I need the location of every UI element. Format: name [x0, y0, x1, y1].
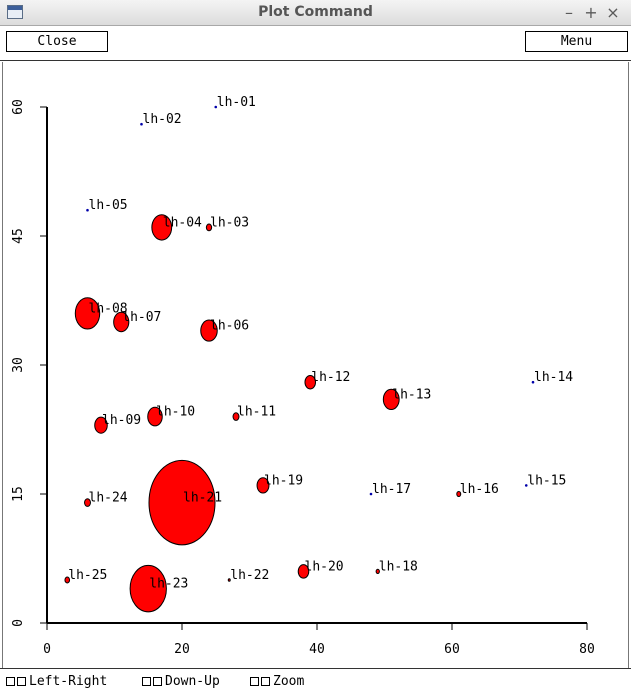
- data-point: [297, 564, 310, 579]
- scatter-plot[interactable]: 0 20 40 60 80 0 15 30 45 60 lh-01 lh-02 lh-03 lh-04 lh…: [3, 62, 628, 668]
- close-window-icon[interactable]: ×: [606, 3, 620, 22]
- option-zoom[interactable]: Zoom: [250, 674, 304, 689]
- y-tick-label: 45: [11, 228, 26, 244]
- data-point: [147, 406, 163, 427]
- down-up-checkbox-2[interactable]: [153, 677, 162, 686]
- data-point: [456, 490, 462, 498]
- point-label: lh-11: [237, 405, 276, 420]
- data-point: [64, 576, 71, 584]
- point-label: lh-08: [89, 301, 128, 316]
- close-button[interactable]: Close: [6, 31, 108, 52]
- data-point: [148, 459, 216, 546]
- point-label: lh-19: [264, 473, 303, 488]
- data-point: [86, 208, 89, 212]
- point-label: lh-24: [89, 491, 128, 506]
- point-label: lh-25: [68, 568, 107, 583]
- toolbar: Close Menu: [0, 26, 631, 61]
- data-point: [214, 105, 218, 109]
- point-label: lh-13: [392, 387, 431, 402]
- data-point: [140, 122, 143, 126]
- left-right-checkbox-2[interactable]: [17, 677, 26, 686]
- point-label: lh-16: [460, 482, 499, 497]
- window-controls: – + ×: [559, 3, 623, 23]
- minimize-icon[interactable]: –: [565, 3, 573, 22]
- data-point: [84, 498, 91, 507]
- window-title: Plot Command: [258, 4, 373, 20]
- down-up-label: Down-Up: [165, 674, 220, 689]
- left-right-label: Left-Right: [29, 674, 108, 689]
- y-tick-label: 15: [11, 486, 26, 502]
- point-label: lh-14: [534, 370, 573, 385]
- point-label: lh-04: [163, 215, 202, 230]
- data-point: [151, 214, 173, 241]
- point-label: lh-06: [210, 319, 249, 334]
- y-tick-label: 30: [11, 357, 26, 373]
- option-left-right[interactable]: Left-Right: [6, 674, 107, 689]
- data-point: [531, 380, 535, 384]
- point-label: lh-15: [527, 473, 566, 488]
- point-label: lh-18: [379, 559, 418, 574]
- data-point: [113, 311, 130, 333]
- data-point: [382, 388, 400, 411]
- point-label: lh-12: [311, 370, 350, 385]
- data-point: [205, 223, 213, 232]
- data-point: [200, 319, 218, 342]
- maximize-icon[interactable]: +: [584, 3, 598, 22]
- data-point: [227, 578, 231, 582]
- option-down-up[interactable]: Down-Up: [142, 674, 220, 689]
- data-point: [524, 484, 528, 487]
- plot-canvas[interactable]: 0 20 40 60 80 0 15 30 45 60 lh-01 lh-02 lh-03 lh-04 lh…: [2, 62, 629, 668]
- x-tick-label: 0: [43, 642, 51, 657]
- x-tick-label: 20: [174, 642, 190, 657]
- point-label: lh-17: [372, 482, 411, 497]
- data-point: [304, 374, 317, 390]
- point-label: lh-07: [122, 310, 161, 325]
- down-up-checkbox-1[interactable]: [142, 677, 151, 686]
- point-label: lh-20: [305, 559, 344, 574]
- point-label: lh-09: [102, 413, 141, 428]
- point-label: lh-22: [230, 568, 269, 583]
- x-tick-label: 80: [579, 642, 595, 657]
- y-tick-label: 0: [11, 619, 26, 627]
- x-tick-label: 60: [444, 642, 460, 657]
- data-point: [232, 412, 240, 421]
- y-tick-label: 60: [11, 99, 26, 115]
- point-label: lh-01: [217, 95, 256, 110]
- data-point: [256, 477, 270, 494]
- app-window-icon: [7, 5, 23, 19]
- point-label: lh-02: [143, 112, 182, 127]
- data-point: [74, 297, 101, 330]
- data-point: [94, 416, 108, 434]
- point-label: lh-03: [210, 215, 249, 230]
- zoom-label: Zoom: [273, 674, 305, 689]
- point-label: lh-23: [149, 577, 188, 592]
- point-label: lh-21: [183, 491, 222, 506]
- point-label: lh-10: [156, 405, 195, 420]
- bottom-options-bar: Left-Right Down-Up Zoom: [0, 668, 631, 691]
- data-point: [129, 564, 167, 613]
- point-label: lh-05: [89, 198, 128, 213]
- x-tick-label: 40: [309, 642, 325, 657]
- data-point: [369, 492, 373, 496]
- title-bar: Plot Command – + ×: [0, 0, 631, 26]
- zoom-checkbox-2[interactable]: [261, 677, 270, 686]
- menu-button[interactable]: Menu: [525, 31, 628, 52]
- data-point: [375, 568, 380, 575]
- zoom-checkbox-1[interactable]: [250, 677, 259, 686]
- left-right-checkbox-1[interactable]: [6, 677, 15, 686]
